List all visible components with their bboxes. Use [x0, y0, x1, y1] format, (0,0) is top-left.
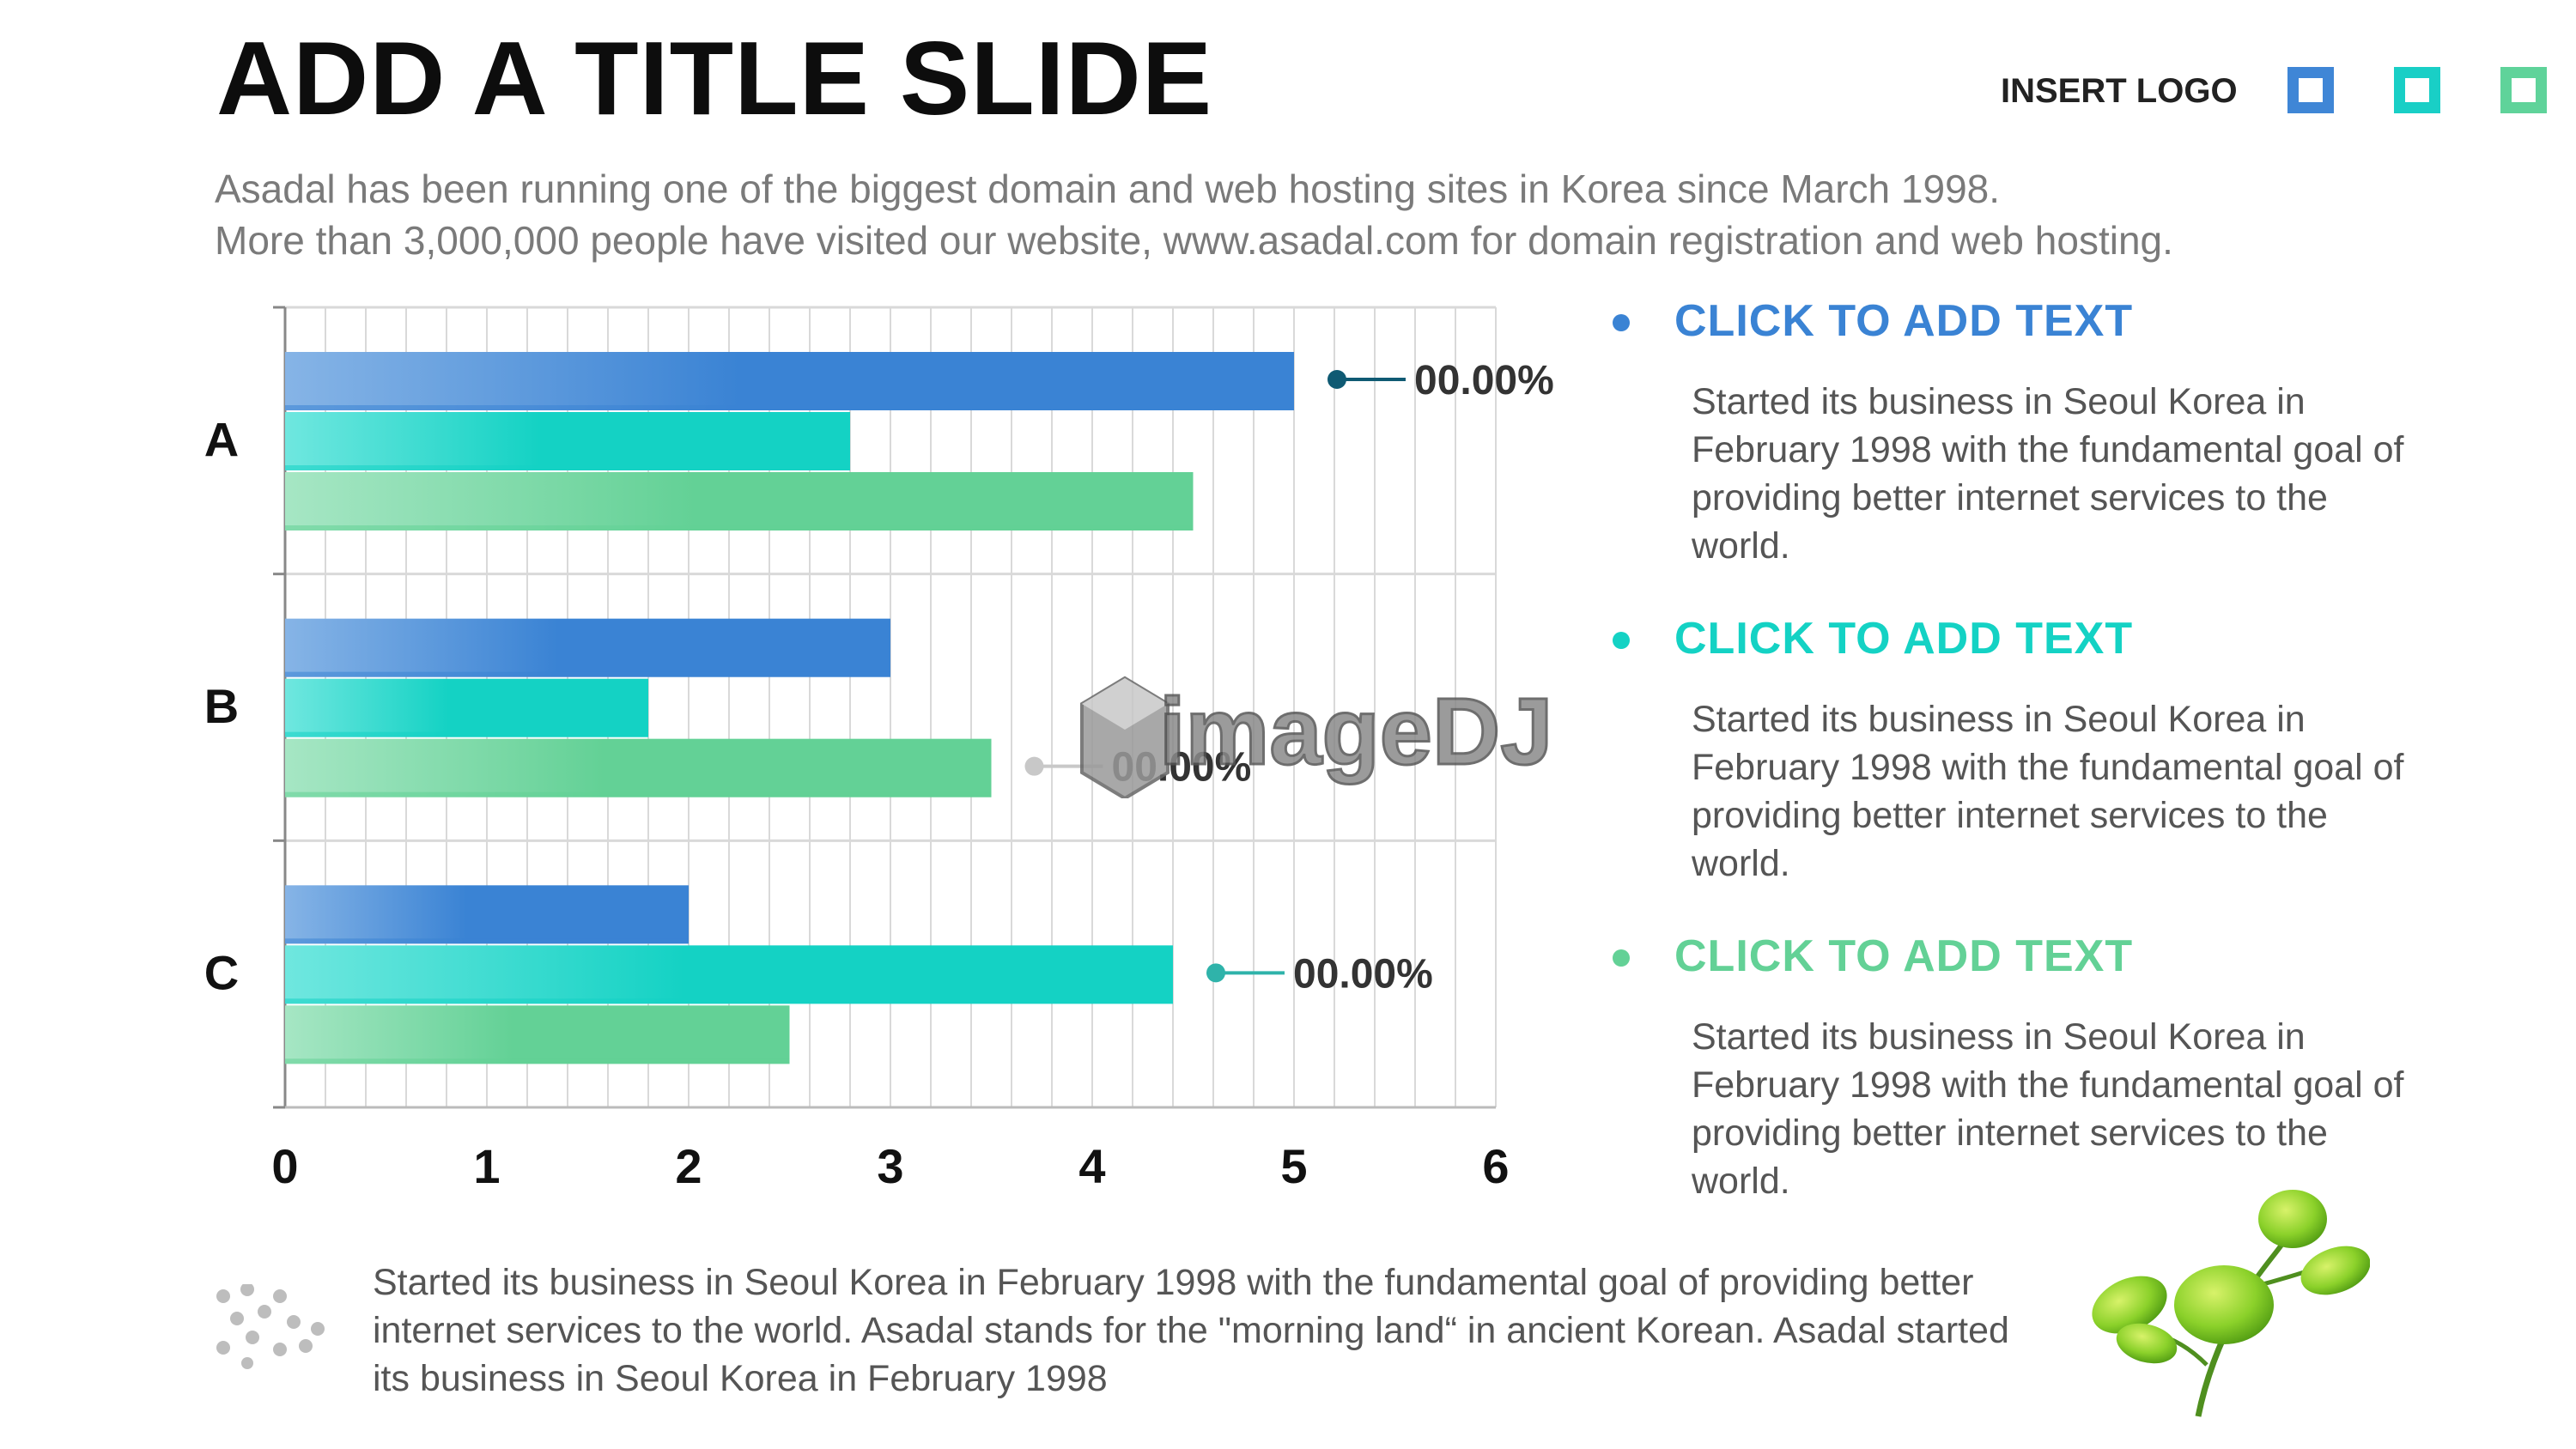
- subtitle-line-1: Asadal has been running one of the bigge…: [215, 167, 2001, 211]
- bar-C-0: [285, 885, 689, 944]
- bar-shadow: [285, 465, 850, 470]
- category-label: B: [204, 679, 239, 733]
- category-label: C: [204, 946, 239, 1000]
- bar-B-0: [285, 618, 890, 677]
- insert-logo-label[interactable]: INSERT LOGO: [2001, 72, 2238, 110]
- bar-shadow: [285, 731, 648, 737]
- side-item-body: Started its business in Seoul Korea in F…: [1692, 699, 2404, 884]
- callout-dot: [1327, 370, 1346, 389]
- bar-C-1: [285, 945, 1173, 1004]
- bullet-icon: [1613, 949, 1630, 967]
- bar-A-1: [285, 412, 850, 470]
- watermark-logo: imageDJ: [1080, 676, 1554, 798]
- x-tick-label: 0: [271, 1139, 298, 1193]
- x-tick-label: 5: [1280, 1139, 1307, 1193]
- bar-shadow: [285, 938, 689, 944]
- bar-B-2: [285, 738, 992, 797]
- svg-text:imageDJ: imageDJ: [1159, 679, 1553, 785]
- side-item-heading[interactable]: CLICK TO ADD TEXT: [1674, 296, 2134, 346]
- category-label: A: [204, 412, 239, 466]
- decorative-dots-icon: [216, 1284, 325, 1369]
- sprout-icon: [2092, 1190, 2370, 1417]
- bar-B-1: [285, 678, 648, 737]
- side-item-heading[interactable]: CLICK TO ADD TEXT: [1674, 931, 2134, 981]
- callout-dot: [1206, 963, 1225, 983]
- chart-bars: [285, 352, 1294, 1064]
- bar-shadow: [285, 791, 992, 797]
- bar-shadow: [285, 405, 1294, 410]
- bar-C-2: [285, 1005, 790, 1064]
- bar-shadow: [285, 998, 1173, 1004]
- bar-shadow: [285, 525, 1194, 530]
- x-tick-label: 6: [1482, 1139, 1509, 1193]
- subtitle-line-2: More than 3,000,000 people have visited …: [215, 218, 2173, 263]
- bar-shadow: [285, 1058, 790, 1064]
- callout-label: 00.00%: [1293, 951, 1433, 997]
- logo-square-green: [2500, 67, 2547, 113]
- logo-square-cyan: [2394, 67, 2440, 113]
- x-tick-label: 3: [877, 1139, 903, 1193]
- x-tick-label: 2: [675, 1139, 702, 1193]
- logo-square-blue: [2287, 67, 2334, 113]
- slide-subtitle: Asadal has been running one of the bigge…: [215, 163, 2173, 266]
- bar-A-2: [285, 472, 1194, 530]
- callout-dot: [1024, 756, 1044, 776]
- footer-text: Started its business in Seoul Korea in F…: [373, 1262, 2009, 1399]
- bar-A-0: [285, 352, 1294, 410]
- x-tick-label: 4: [1078, 1139, 1105, 1193]
- x-tick-label: 1: [473, 1139, 500, 1193]
- bullet-icon: [1613, 314, 1630, 331]
- bar-shadow: [285, 671, 890, 677]
- side-item-body: Started its business in Seoul Korea in F…: [1692, 381, 2404, 567]
- side-item-body: Started its business in Seoul Korea in F…: [1692, 1016, 2404, 1202]
- callout-label: 00.00%: [1414, 358, 1554, 403]
- bullet-icon: [1613, 632, 1630, 649]
- slide-title: ADD A TITLE SLIDE: [216, 20, 1213, 136]
- side-item-heading[interactable]: CLICK TO ADD TEXT: [1674, 614, 2134, 664]
